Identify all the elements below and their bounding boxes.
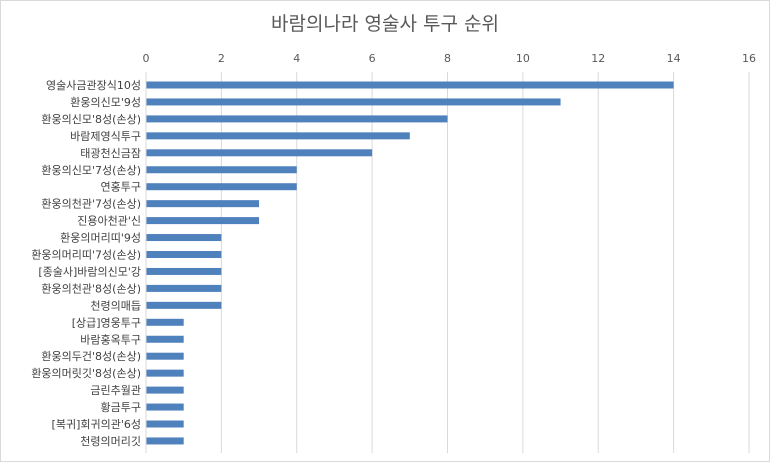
category-label: 바람홍옥투구	[80, 332, 141, 346]
bar	[146, 234, 222, 242]
category-label: 천령의머리깃	[80, 434, 141, 448]
bar	[146, 98, 561, 106]
x-tick-label: 0	[143, 52, 150, 65]
x-tick-label: 16	[742, 52, 756, 65]
x-tick-label: 6	[369, 52, 376, 65]
category-label: 진용아천관'신	[77, 214, 141, 228]
bar	[146, 81, 674, 89]
bar	[146, 183, 297, 191]
bar	[146, 217, 260, 225]
category-label: 환웅의천관'7성(손상)	[41, 197, 141, 211]
category-label: 태광천신금잠	[80, 146, 141, 160]
category-label: 환웅의신모'8성(손상)	[41, 113, 141, 126]
x-tick-label: 2	[218, 52, 225, 65]
bar	[146, 115, 448, 123]
x-tick-label: 10	[516, 52, 530, 65]
chart-title: 바람의나라 영술사 투구 순위	[271, 13, 499, 35]
category-label: 환웅의두건'8성(손상)	[41, 350, 141, 363]
bar	[146, 200, 260, 208]
category-label: 연홍투구	[101, 180, 141, 194]
bar	[146, 267, 222, 275]
category-label: 금린추월관	[90, 384, 141, 397]
category-label: 천령의매듭	[90, 298, 141, 312]
category-label: 황금투구	[101, 401, 141, 414]
bar	[146, 149, 373, 157]
bar	[146, 251, 222, 258]
category-label: 환웅의신모'7성(손상)	[41, 164, 141, 177]
bar	[146, 352, 184, 360]
category-label: [상급]영웅투구	[72, 316, 141, 329]
x-tick-label: 8	[444, 52, 451, 65]
bar	[146, 403, 184, 411]
bar	[146, 166, 297, 174]
category-label: 환웅의머리띠'7성(손상)	[31, 249, 141, 262]
category-label: [종술사]바람의신모'강	[38, 265, 141, 278]
x-tick-label: 12	[591, 52, 605, 65]
category-label: 환웅의천관'8성(손상)	[41, 281, 141, 295]
bar	[146, 318, 184, 326]
bar	[146, 420, 184, 428]
bar	[146, 284, 222, 292]
category-label: 영술사금관장식10성	[46, 79, 141, 92]
bar	[146, 301, 222, 309]
category-label: 환웅의신모'9성	[70, 96, 141, 109]
category-label: 환웅의머릿깃'8성(손상)	[31, 367, 141, 380]
bar	[146, 132, 410, 140]
bar	[146, 437, 184, 445]
bar	[146, 386, 184, 394]
category-label: [복귀]회귀의관'6성	[52, 418, 141, 431]
x-tick-label: 14	[667, 52, 681, 65]
bar	[146, 335, 184, 343]
category-label: 환웅의머리띠'9성	[60, 232, 141, 245]
bar	[146, 369, 184, 377]
x-tick-label: 4	[293, 52, 300, 65]
category-label: 바람제영식투구	[70, 130, 141, 143]
